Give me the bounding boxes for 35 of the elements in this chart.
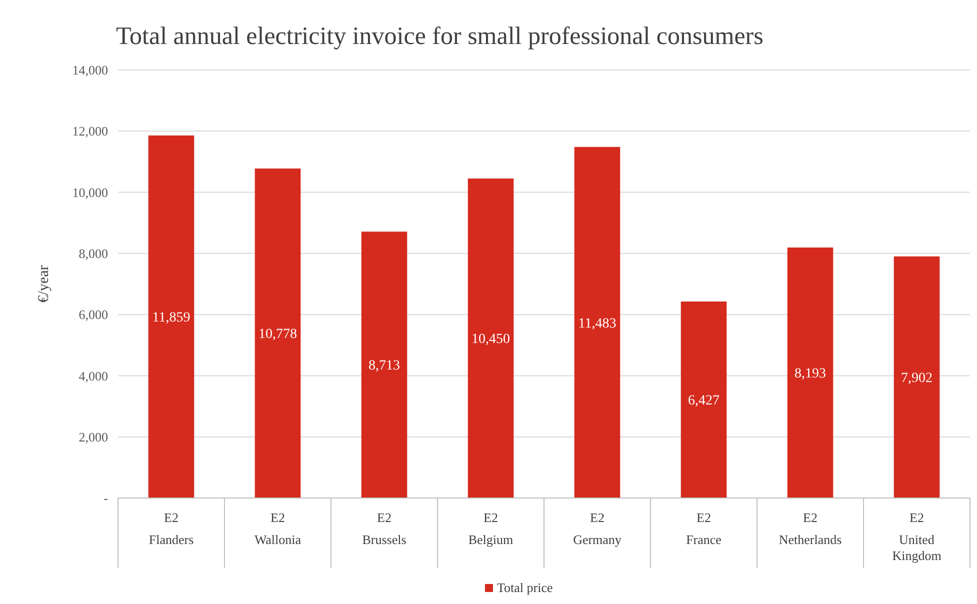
x-tick-label: E2 Netherlands — [778, 510, 842, 547]
bar — [574, 146, 620, 498]
data-label: 11,859 — [152, 310, 190, 326]
x-tick-label: E2 Germany — [573, 510, 622, 547]
y-tick-label: 12,000 — [72, 124, 108, 139]
y-tick-label: 14,000 — [72, 62, 108, 78]
x-tick-label: E2 Flanders — [148, 510, 194, 547]
x-tick-label: E2 Brussels — [362, 510, 406, 547]
y-tick-label: 6,000 — [78, 307, 108, 322]
legend-label: Total price — [497, 580, 553, 595]
x-tick-label: E2 Belgium — [468, 510, 514, 547]
y-tick-label: - — [104, 490, 108, 506]
y-tick-label: 4,000 — [78, 368, 108, 384]
y-tick-label: 10,000 — [72, 184, 108, 200]
x-tick-label: E2 France — [686, 510, 722, 547]
y-tick-label: 2,000 — [78, 429, 108, 444]
x-tick-label: E2 United Kingdom — [892, 510, 942, 563]
bar — [680, 302, 727, 498]
bar — [468, 178, 514, 498]
bar — [787, 248, 834, 498]
bar — [148, 135, 194, 498]
data-label: 10,450 — [472, 332, 510, 348]
bar — [254, 168, 301, 498]
bar — [894, 256, 940, 498]
x-tick-label: E2 Wallonia — [254, 510, 302, 547]
data-label: 8,713 — [368, 358, 400, 374]
chart-title: Total annual electricity invoice for small professional consumers — [116, 23, 764, 50]
y-tick-label: 8,000 — [78, 246, 108, 261]
data-label: 10,778 — [258, 327, 297, 342]
data-label: 7,902 — [901, 371, 932, 386]
data-label: 11,483 — [578, 316, 616, 332]
y-axis-title: €/year — [36, 265, 52, 303]
data-label: 6,427 — [688, 394, 720, 409]
bar — [361, 232, 408, 498]
data-label: 8,193 — [794, 366, 826, 382]
